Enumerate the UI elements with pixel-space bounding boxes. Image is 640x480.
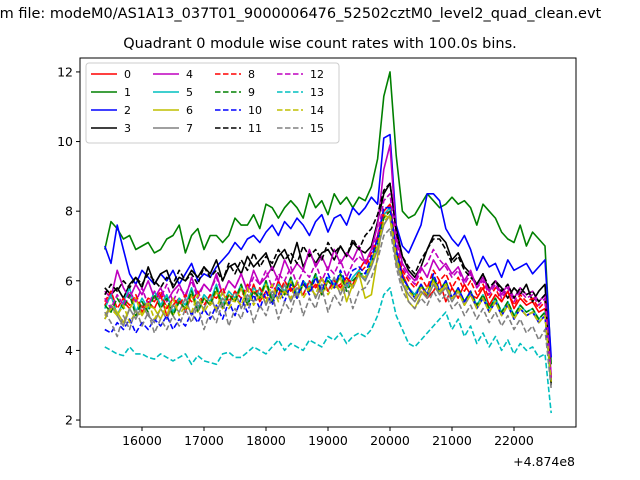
series-line-9 [104,210,552,386]
y-tick-label: 8 [65,204,73,219]
legend-label-10: 10 [248,104,262,117]
series-layer [104,71,552,414]
legend-label-11: 11 [248,122,262,135]
legend-label-7: 7 [186,122,193,135]
x-offset-label: +4.874e8 [513,454,575,469]
series-line-14 [104,213,552,382]
y-tick-label: 2 [65,413,73,428]
legend-label-9: 9 [248,86,255,99]
legend-label-2: 2 [124,104,131,117]
legend-box [85,62,340,144]
series-line-2 [104,133,552,358]
chart-title: Quadrant 0 module wise count rates with … [123,36,517,52]
legend-label-0: 0 [124,68,131,81]
legend-label-3: 3 [124,122,131,135]
x-tick-label: 19000 [308,433,348,448]
x-tick-label: 16000 [122,433,162,448]
legend-label-6: 6 [186,104,193,117]
x-tick-label: 18000 [246,433,286,448]
y-axis: 2 4 6 8 10 12 [57,64,80,428]
series-line-8 [104,210,552,382]
legend-label-14: 14 [310,104,324,117]
legend-label-4: 4 [186,68,193,81]
figure-suptitle: from file: modeM0/AS1A13_037T01_90000064… [0,6,602,22]
legend-label-13: 13 [310,86,324,99]
series-line-11 [104,182,552,386]
y-tick-label: 4 [65,343,73,358]
series-line-10 [104,206,552,382]
x-tick-label: 17000 [184,433,224,448]
legend-label-8: 8 [248,68,255,81]
x-axis: 16000 17000 18000 19000 20000 21000 22000 [122,427,534,448]
x-tick-label: 20000 [370,433,410,448]
series-line-13 [104,286,552,414]
x-tick-label: 21000 [432,433,472,448]
series-line-15 [104,227,552,389]
series-line-1 [104,71,552,365]
legend-label-5: 5 [186,86,193,99]
y-tick-label: 6 [65,273,73,288]
legend-label-1: 1 [124,86,131,99]
series-line-12 [104,193,552,379]
y-tick-label: 12 [57,64,73,79]
y-tick-label: 10 [57,134,73,149]
legend-label-12: 12 [310,68,324,81]
x-tick-label: 22000 [494,433,534,448]
legend-label-15: 15 [310,122,324,135]
